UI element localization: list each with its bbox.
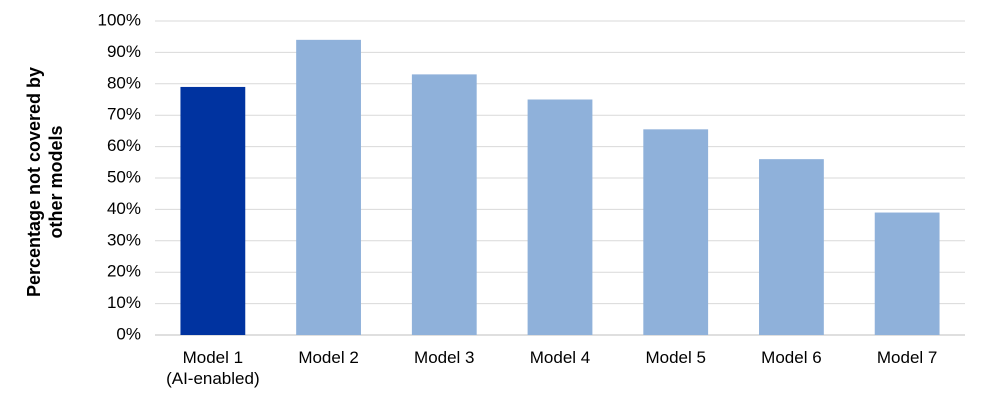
- bar: [296, 39, 361, 336]
- y-tick-label: 10%: [107, 293, 141, 312]
- y-tick-label: 80%: [107, 73, 141, 92]
- bar: [874, 212, 940, 335]
- x-tick-label: Model 6: [761, 348, 822, 367]
- y-tick-label: 0%: [116, 324, 141, 343]
- bar: [759, 159, 824, 335]
- bar: [643, 129, 709, 335]
- x-tick-label: Model 5: [645, 348, 706, 367]
- bar: [527, 99, 593, 335]
- y-tick-label: 50%: [107, 167, 141, 186]
- x-tick-label: Model 4: [529, 348, 591, 367]
- y-tick-label: 20%: [107, 262, 141, 281]
- y-tick-label: 30%: [107, 230, 141, 249]
- bar: [180, 86, 246, 335]
- y-tick-label: 90%: [107, 42, 141, 61]
- x-tick-label: Model 3: [414, 348, 475, 367]
- y-tick-label: 70%: [107, 105, 141, 124]
- y-tick-label: 40%: [107, 199, 141, 218]
- x-tick-label: Model 1 (AI-enabled): [166, 348, 260, 388]
- x-tick-label: Model 7: [876, 348, 938, 367]
- x-tick-label: Model 2: [298, 348, 359, 367]
- y-axis-label: Percentage not covered by other models: [24, 66, 66, 298]
- y-tick-label: 60%: [107, 136, 141, 155]
- y-tick-label: 100%: [98, 10, 141, 29]
- bar: [411, 74, 477, 335]
